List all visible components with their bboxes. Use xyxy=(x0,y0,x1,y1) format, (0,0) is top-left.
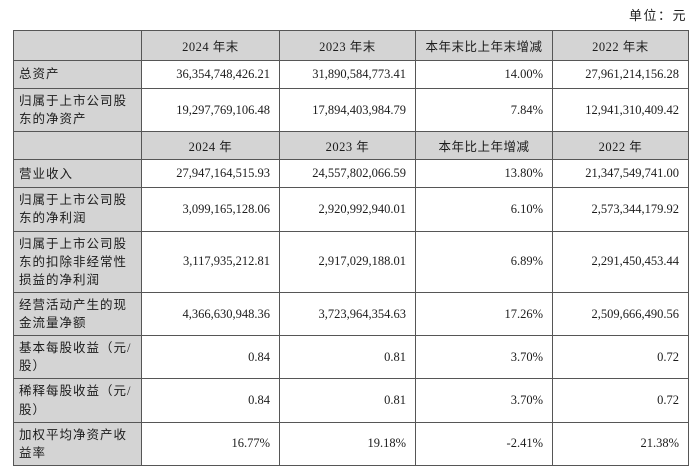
column-header-cell: 2024 年末 xyxy=(141,30,280,61)
row-label-cell: 总资产 xyxy=(13,60,142,89)
row-label-cell: 归属于上市公司股东的扣除非经常性损益的净利润 xyxy=(13,230,142,293)
table-header-row: 2024 年 2023 年本年比上年增减 2022 年 xyxy=(13,131,689,161)
value-cell: 14.00% xyxy=(415,60,553,89)
table-data-row: 基本每股收益（元/股） 0.84 0.81 3.70% 0.72 xyxy=(13,335,689,380)
value-cell: 3.70% xyxy=(415,335,553,380)
column-header-cell: 本年末比上年末增减 xyxy=(415,30,553,61)
value-cell: 2,573,344,179.92 xyxy=(552,187,689,232)
value-cell: 3,117,935,212.81 xyxy=(141,230,280,293)
value-cell: 17,894,403,984.79 xyxy=(279,87,416,133)
value-cell: 6.89% xyxy=(415,230,553,293)
value-cell: 0.72 xyxy=(552,378,689,423)
row-label-cell: 经营活动产生的现金流量净额 xyxy=(13,291,142,337)
financial-table-body: 2024 年末 2023 年末 本年末比上年末增减 2022 年末 总资产 36,354,… xyxy=(13,30,689,466)
financial-summary-table: 2024 年末 2023 年末 本年末比上年末增减 2022 年末 总资产 36,354,… xyxy=(13,30,689,466)
value-cell: 4,366,630,948.36 xyxy=(141,291,280,337)
value-cell: 27,947,164,515.93 xyxy=(141,159,280,189)
value-cell: 36,354,748,426.21 xyxy=(141,60,280,89)
row-label-cell: 归属于上市公司股东的净利润 xyxy=(13,187,142,232)
table-data-row: 归属于上市公司股东的扣除非经常性损益的净利润 3,117,935,212.81 2,… xyxy=(13,230,689,293)
column-header-cell: 2024 年 xyxy=(141,131,280,161)
row-label-cell: 稀释每股收益（元/股） xyxy=(13,378,142,423)
report-page: 单位：元 2024 年末 2023 年末 本年末比上年末增减 2022 年末 总资产 36… xyxy=(13,8,689,466)
column-header-cell: 2022 年 xyxy=(552,131,689,161)
value-cell: 0.81 xyxy=(279,378,416,423)
row-label-cell: 归属于上市公司股东的净资产 xyxy=(13,87,142,133)
header-corner-cell xyxy=(13,30,142,61)
value-cell: -2.41% xyxy=(415,421,553,466)
value-cell: 3.70% xyxy=(415,378,553,423)
value-cell: 13.80% xyxy=(415,159,553,189)
column-header-cell: 本年比上年增减 xyxy=(415,131,553,161)
table-data-row: 加权平均净资产收益率 16.77% 19.18% -2.41% 21.38% xyxy=(13,421,689,466)
value-cell: 0.84 xyxy=(141,378,280,423)
value-cell: 21,347,549,741.00 xyxy=(552,159,689,189)
value-cell: 31,890,584,773.41 xyxy=(279,60,416,89)
value-cell: 3,723,964,354.63 xyxy=(279,291,416,337)
table-header-row: 2024 年末 2023 年末 本年末比上年末增减 2022 年末 xyxy=(13,30,689,61)
unit-label: 单位：元 xyxy=(628,8,687,23)
value-cell: 6.10% xyxy=(415,187,553,232)
table-data-row: 稀释每股收益（元/股） 0.84 0.81 3.70% 0.72 xyxy=(13,378,689,423)
header-corner-cell xyxy=(13,131,142,161)
column-header-cell: 2022 年末 xyxy=(552,30,689,61)
value-cell: 21.38% xyxy=(552,421,689,466)
column-header-cell: 2023 年 xyxy=(279,131,416,161)
value-cell: 19.18% xyxy=(279,421,416,466)
value-cell: 0.81 xyxy=(279,335,416,380)
table-data-row: 经营活动产生的现金流量净额 4,366,630,948.36 3,723,964,3… xyxy=(13,291,689,337)
value-cell: 17.26% xyxy=(415,291,553,337)
row-label-cell: 营业收入 xyxy=(13,159,142,189)
value-cell: 19,297,769,106.48 xyxy=(141,87,280,133)
value-cell: 3,099,165,128.06 xyxy=(141,187,280,232)
value-cell: 16.77% xyxy=(141,421,280,466)
value-cell: 12,941,310,409.42 xyxy=(552,87,689,133)
value-cell: 0.84 xyxy=(141,335,280,380)
value-cell: 7.84% xyxy=(415,87,553,133)
table-data-row: 归属于上市公司股东的净利润 3,099,165,128.06 2,920,992,9… xyxy=(13,187,689,232)
table-data-row: 营业收入 27,947,164,515.93 24,557,802,066.59 13… xyxy=(13,159,689,189)
row-label-cell: 加权平均净资产收益率 xyxy=(13,421,142,466)
value-cell: 2,920,992,940.01 xyxy=(279,187,416,232)
value-cell: 2,917,029,188.01 xyxy=(279,230,416,293)
table-data-row: 总资产 36,354,748,426.21 31,890,584,773.41 14.… xyxy=(13,60,689,89)
row-label-cell: 基本每股收益（元/股） xyxy=(13,335,142,380)
value-cell: 2,291,450,453.44 xyxy=(552,230,689,293)
column-header-cell: 2023 年末 xyxy=(279,30,416,61)
value-cell: 2,509,666,490.56 xyxy=(552,291,689,337)
value-cell: 0.72 xyxy=(552,335,689,380)
table-data-row: 归属于上市公司股东的净资产 19,297,769,106.48 17,894,403… xyxy=(13,87,689,133)
value-cell: 27,961,214,156.28 xyxy=(552,60,689,89)
value-cell: 24,557,802,066.59 xyxy=(279,159,416,189)
